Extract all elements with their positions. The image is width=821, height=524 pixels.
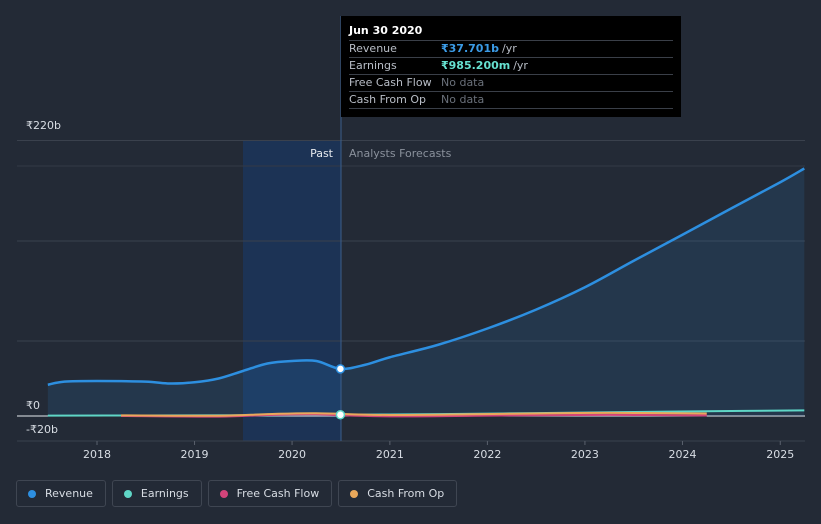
x-tick-label: 2025 — [766, 448, 794, 461]
tooltip-label: Earnings — [349, 59, 397, 72]
legend: Revenue Earnings Free Cash Flow Cash Fro… — [16, 480, 458, 507]
past-label: Past — [310, 147, 334, 160]
tooltip-value: No data — [441, 93, 485, 106]
legend-label: Free Cash Flow — [236, 487, 320, 500]
tooltip-label: Cash From Op — [349, 93, 427, 106]
x-tick-label: 2021 — [376, 448, 404, 461]
tooltip-date: Jun 30 2020 — [349, 24, 673, 41]
tooltip: Jun 30 2020 Revenue ₹37.701b /yr Earning… — [341, 16, 681, 117]
x-tick-label: 2019 — [181, 448, 209, 461]
legend-label: Earnings — [140, 487, 189, 500]
y-tick-label: -₹20b — [26, 423, 58, 436]
tooltip-value: ₹985.200m — [441, 59, 511, 72]
cash-from-op-dot-icon — [350, 489, 359, 498]
tooltip-label: Free Cash Flow — [349, 76, 432, 89]
legend-item-free-cash-flow[interactable]: Free Cash Flow — [207, 480, 333, 507]
series-line-cash-from-op — [121, 411, 707, 417]
tooltip-label: Revenue — [349, 42, 397, 55]
x-tick-label: 2024 — [668, 448, 696, 461]
y-axis: ₹220b ₹0 -₹20b — [26, 119, 61, 436]
y-tick-label: ₹220b — [26, 119, 61, 132]
tooltip-row-revenue: Revenue ₹37.701b /yr — [349, 41, 673, 58]
legend-item-revenue[interactable]: Revenue — [16, 480, 106, 507]
tooltip-row-cfo: Cash From Op No data — [349, 92, 673, 109]
legend-label: Revenue — [45, 487, 93, 500]
legend-item-earnings[interactable]: Earnings — [111, 480, 202, 507]
tooltip-row-fcf: Free Cash Flow No data — [349, 75, 673, 92]
y-tick-label: ₹0 — [26, 399, 40, 412]
x-axis: 2018 2019 2020 2021 2022 2023 2024 2025 — [83, 441, 794, 461]
earnings-dot-icon — [123, 489, 132, 498]
x-tick-label: 2018 — [83, 448, 111, 461]
tooltip-row-earnings: Earnings ₹985.200m /yr — [349, 58, 673, 75]
x-tick-label: 2020 — [278, 448, 306, 461]
revenue-dot-icon — [28, 489, 36, 498]
forecast-label: Analysts Forecasts — [349, 147, 452, 160]
x-tick-label: 2023 — [571, 448, 599, 461]
revenue-area — [47, 168, 805, 416]
legend-label: Cash From Op — [367, 487, 445, 500]
free-cash-flow-dot-icon — [219, 489, 228, 498]
legend-item-cash-from-op[interactable]: Cash From Op — [338, 480, 458, 507]
revenue-marker — [335, 364, 346, 374]
tooltip-unit: /yr — [501, 42, 517, 55]
earnings-marker — [335, 410, 346, 420]
past-shade — [243, 141, 341, 441]
past-shade-dark — [17, 141, 243, 441]
markers — [335, 364, 346, 420]
x-tick-label: 2022 — [473, 448, 501, 461]
tooltip-value: ₹37.701b — [441, 42, 499, 55]
tooltip-value: No data — [441, 76, 485, 89]
tooltip-unit: /yr — [513, 59, 528, 72]
